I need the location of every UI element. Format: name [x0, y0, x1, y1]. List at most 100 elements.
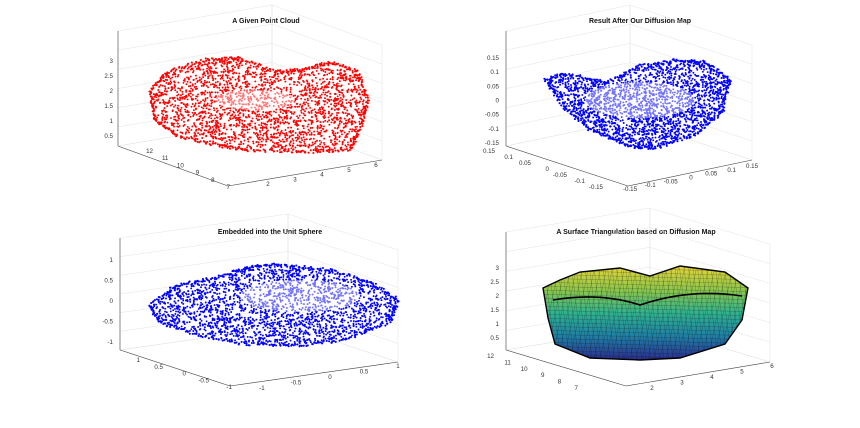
data-point: [640, 102, 643, 105]
data-point: [666, 119, 669, 122]
panel-2-right-tick: 0: [689, 175, 693, 182]
data-point: [213, 131, 216, 133]
data-point: [303, 87, 306, 89]
data-point: [268, 118, 271, 121]
data-point: [209, 114, 211, 117]
data-point: [208, 62, 211, 65]
data-point: [251, 61, 254, 64]
data-point: [229, 60, 232, 63]
data-point: [326, 98, 329, 101]
data-point: [706, 98, 709, 101]
panel-2-z-tick: 0.05: [487, 83, 500, 90]
data-point: [555, 89, 557, 92]
data-point: [700, 121, 702, 123]
data-point: [615, 86, 618, 89]
data-point: [279, 69, 282, 72]
data-point: [232, 124, 235, 127]
data-point: [249, 64, 252, 67]
data-point: [679, 125, 682, 128]
data-point: [320, 69, 323, 72]
data-point: [225, 128, 228, 131]
data-point: [185, 94, 188, 97]
data-point: [361, 122, 364, 125]
data-point: [165, 75, 168, 78]
data-point: [334, 92, 337, 95]
data-point: [308, 74, 311, 77]
data-point: [323, 62, 326, 65]
data-point: [175, 119, 178, 122]
data-point: [275, 117, 278, 120]
data-point: [289, 131, 292, 134]
data-point: [566, 80, 569, 83]
data-point: [213, 64, 216, 67]
data-point: [341, 77, 344, 80]
data-point: [263, 116, 266, 119]
data-point: [334, 105, 337, 108]
data-point: [324, 85, 327, 88]
data-point: [172, 97, 175, 100]
data-point: [194, 87, 197, 90]
data-point: [652, 129, 655, 132]
data-point: [638, 127, 641, 130]
data-point: [314, 103, 317, 106]
data-point: [259, 115, 262, 118]
data-point: [347, 143, 350, 146]
data-point: [696, 85, 699, 88]
data-point: [685, 130, 688, 133]
data-point: [340, 121, 343, 123]
data-point: [164, 114, 167, 117]
data-point: [695, 127, 698, 130]
data-point: [249, 136, 252, 139]
data-point: [252, 140, 255, 143]
data-point: [349, 128, 352, 131]
data-point: [574, 110, 577, 113]
data-point: [323, 137, 326, 140]
data-point: [221, 98, 224, 101]
panel-3-z-tick: 1: [110, 257, 114, 264]
data-point: [334, 149, 337, 152]
data-point: [271, 83, 274, 85]
data-point: [618, 80, 621, 82]
data-point: [179, 136, 183, 139]
data-point: [341, 65, 344, 68]
data-point: [196, 68, 199, 71]
data-point: [333, 102, 336, 105]
data-point: [626, 73, 629, 76]
data-point: [577, 90, 580, 93]
data-point: [652, 66, 655, 69]
data-point: [584, 92, 587, 95]
data-point: [234, 137, 237, 140]
data-point: [270, 133, 273, 136]
data-point: [174, 100, 177, 102]
data-point: [201, 117, 204, 120]
data-point: [281, 105, 284, 108]
data-point: [254, 122, 257, 125]
data-point: [269, 126, 272, 129]
data-point: [341, 143, 344, 146]
data-point: [234, 85, 237, 88]
data-point: [348, 74, 351, 77]
data-point: [162, 93, 165, 96]
panel-2-z-tick: -0.15: [485, 140, 500, 147]
data-point: [266, 123, 268, 126]
data-point: [346, 89, 349, 92]
data-point: [312, 149, 315, 152]
data-point: [208, 91, 211, 94]
data-point: [340, 105, 343, 108]
data-point: [307, 131, 310, 134]
data-point: [340, 74, 342, 77]
data-point: [265, 133, 268, 136]
data-point: [636, 88, 639, 91]
data-point: [259, 63, 262, 66]
data-point: [293, 111, 296, 114]
data-point: [268, 148, 272, 151]
data-point: [336, 85, 339, 87]
data-point: [350, 121, 353, 124]
panel-3-z-tick: 0.5: [104, 278, 113, 285]
data-point: [208, 58, 211, 61]
data-point: [337, 103, 340, 105]
data-point: [177, 104, 179, 107]
data-point: [286, 114, 288, 117]
data-point: [353, 128, 355, 131]
data-point: [254, 125, 257, 128]
